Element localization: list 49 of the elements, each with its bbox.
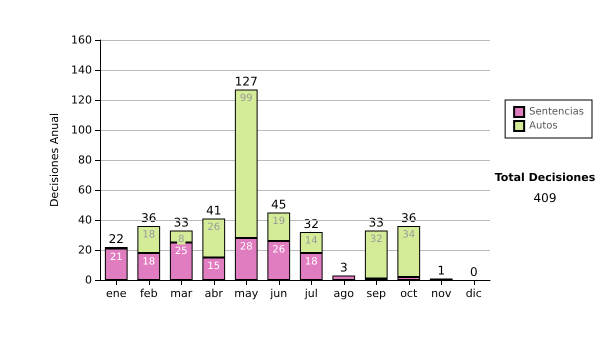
y-tick-label: 160 <box>71 34 92 46</box>
y-tick-label: 100 <box>71 124 92 136</box>
data-label: 18 <box>304 256 318 268</box>
x-tick-label: mar <box>170 287 193 300</box>
data-label: 99 <box>240 93 253 104</box>
total-label: 3 <box>340 260 348 274</box>
data-label: 21 <box>110 252 123 263</box>
data-label: 28 <box>240 242 253 252</box>
data-label: 26 <box>207 222 220 233</box>
x-tick-label: feb <box>140 287 158 300</box>
legend-label: Autos <box>529 120 558 132</box>
x-tick-label: sep <box>366 287 386 300</box>
total-label: 41 <box>206 204 222 218</box>
total-label: 1 <box>437 264 446 278</box>
y-axis-title: Decisiones Anual <box>48 112 62 208</box>
data-label: 8 <box>178 234 184 245</box>
x-tick-label: dic <box>466 287 482 300</box>
text: 409 <box>534 191 556 205</box>
total-label: 45 <box>271 198 286 212</box>
y-tick-label: 40 <box>78 214 92 226</box>
total-label: 0 <box>470 265 478 279</box>
x-tick-label: oct <box>400 287 418 300</box>
x-tick-label: ene <box>106 287 127 300</box>
legend-label: Sentencias <box>529 106 584 118</box>
data-label: 18 <box>142 256 156 268</box>
y-tick-label: 60 <box>78 184 92 196</box>
data-label: 26 <box>272 244 286 256</box>
y-tick-label: 120 <box>71 94 92 106</box>
x-tick-label: abr <box>204 287 224 300</box>
y-tick-label: 20 <box>78 244 92 256</box>
bar <box>397 226 420 277</box>
y-tick-label: 140 <box>71 64 92 76</box>
y-tick-label: 0 <box>85 274 92 286</box>
data-label: 18 <box>142 230 156 240</box>
total-label: 22 <box>108 232 124 246</box>
text: Total Decisiones <box>494 171 596 184</box>
data-label: 15 <box>207 261 220 272</box>
x-tick-label: may <box>234 287 259 300</box>
x-tick-label: jul <box>304 287 318 300</box>
x-tick-label: jun <box>269 287 288 300</box>
data-label: 14 <box>304 236 318 246</box>
y-tick-label: 80 <box>78 154 92 166</box>
data-label: 25 <box>174 246 188 257</box>
total-label: 127 <box>234 74 258 88</box>
x-tick-label: ago <box>334 287 354 300</box>
data-label: 32 <box>370 234 383 245</box>
data-label: 34 <box>402 230 416 240</box>
x-tick-label: nov <box>431 287 452 300</box>
data-label: 19 <box>272 216 286 227</box>
